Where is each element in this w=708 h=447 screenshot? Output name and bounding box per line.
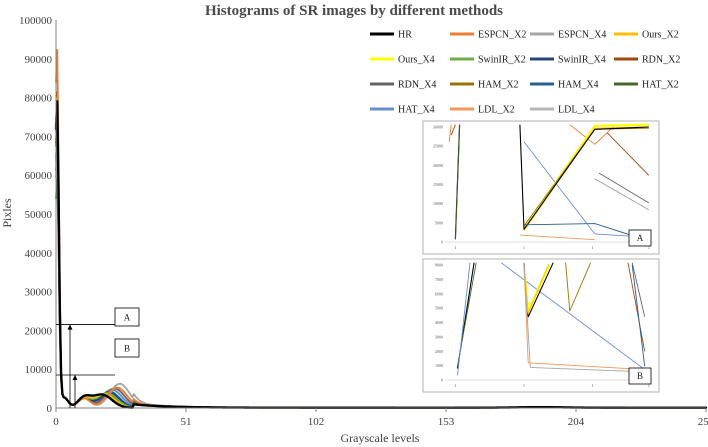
inset-y-tick-label: 2000 — [435, 349, 443, 354]
inset-x-tick-label: 1 — [648, 245, 650, 250]
inset-series-line — [519, 124, 649, 230]
annotation-arrowhead — [72, 375, 78, 381]
y-tick-label: 20000 — [25, 325, 53, 337]
legend-label: Ours_X4 — [398, 55, 435, 66]
inset-x-tick-label: 1 — [592, 245, 594, 250]
inset-label: A — [637, 233, 644, 243]
legend-label: LDL_X4 — [558, 105, 595, 116]
inset-series-line — [457, 262, 471, 376]
legend-label: RDN_X4 — [398, 80, 436, 91]
y-tick-label: 90000 — [25, 54, 53, 66]
y-tick-label: 50000 — [25, 209, 53, 221]
inset-label: B — [637, 371, 643, 381]
legend: HR ESPCN_X2 ESPCN_X4 Ours_X2 Ours_X4 SwinIR_X… — [370, 30, 680, 116]
inset-x-tick-label: 1 — [523, 245, 525, 250]
inset-series-line — [631, 262, 646, 317]
y-tick-label: 0 — [47, 403, 53, 415]
inset-y-tick-label: 8000 — [435, 263, 443, 268]
inset-x-tick-label: 1 — [592, 383, 594, 388]
y-tick-label: 70000 — [25, 131, 53, 143]
inset-label-box — [628, 229, 652, 247]
inset-y-tick-label: 5000 — [435, 220, 443, 225]
x-axis: 0 51 102 153 204 255 — [53, 407, 708, 428]
annotation-label: A — [124, 313, 131, 323]
inset-series-line — [523, 262, 645, 371]
inset-series-line — [569, 124, 616, 145]
legend-label: HR — [398, 30, 412, 41]
y-tick-label: 60000 — [25, 170, 53, 182]
inset-series-line — [598, 172, 650, 204]
y-tick-label: 100000 — [19, 15, 53, 27]
x-tick-label: 102 — [308, 416, 325, 428]
inset-frame — [422, 258, 660, 393]
inset-label-box — [628, 367, 652, 385]
inset-series-line — [565, 262, 592, 312]
legend-label: HAM_X4 — [558, 80, 599, 91]
legend-label: RDN_X2 — [642, 55, 680, 66]
legend-label: SwinIR_X2 — [478, 55, 526, 66]
inset-y-tick-label: 0 — [441, 378, 443, 383]
x-tick-label: 153 — [438, 416, 455, 428]
chart-title: Histograms of SR images by different met… — [205, 3, 503, 19]
inset-y-tick-label: 5000 — [435, 306, 443, 311]
inset-y-tick-label: 30000 — [433, 125, 443, 130]
x-tick-label: 51 — [181, 416, 192, 428]
inset-series-line — [523, 262, 645, 373]
inset-series-line — [448, 124, 452, 142]
legend-label: LDL_X2 — [478, 105, 515, 116]
inset-series-line — [606, 132, 650, 176]
annotation-arrowhead — [67, 324, 73, 330]
legend-label: HAT_X4 — [398, 105, 435, 116]
legend-label: SwinIR_X4 — [558, 55, 606, 66]
y-tick-label: 10000 — [25, 364, 53, 376]
y-tick-label: 80000 — [25, 93, 53, 105]
x-tick-label: 204 — [568, 416, 585, 428]
inset-y-tick-label: 6000 — [435, 291, 443, 296]
inset-y-tick-label: 20000 — [433, 163, 443, 168]
legend-label: HAT_X2 — [642, 80, 679, 91]
legend-label: ESPCN_X2 — [478, 30, 526, 41]
x-axis-label: Grayscale levels — [341, 431, 420, 445]
inset-series-line — [450, 124, 456, 136]
y-axis-label: Pixles — [0, 198, 14, 228]
y-tick-label: 30000 — [25, 287, 53, 299]
inset-series-line — [594, 178, 650, 211]
inset-series-line — [519, 234, 595, 241]
inset-y-tick-label: 25000 — [433, 144, 443, 149]
legend-label: Ours_X2 — [642, 30, 679, 41]
y-tick-label: 40000 — [25, 248, 53, 260]
legend-label: ESPCN_X4 — [558, 30, 606, 41]
inset-y-tick-label: 1000 — [435, 363, 443, 368]
inset-y-tick-label: 4000 — [435, 320, 443, 325]
inset-x-tick-label: 1 — [523, 383, 525, 388]
y-axis: 0 10000 20000 30000 40000 50000 60000 70000 8000… — [19, 15, 57, 415]
x-tick-label: 255 — [698, 416, 708, 428]
inset-y-tick-label: 3000 — [435, 334, 443, 339]
legend-label: HAM_X2 — [478, 80, 519, 91]
inset-y-tick-label: 15000 — [433, 182, 443, 187]
inset-series-line — [627, 262, 646, 352]
annotation-boxes: AB — [56, 307, 140, 408]
inset-x-tick-label: 1 — [454, 245, 456, 250]
inset-x-tick-label: 1 — [454, 383, 456, 388]
x-tick-label: 0 — [53, 416, 59, 428]
inset-series-line — [631, 264, 646, 367]
inset-x-tick-label: 1 — [648, 383, 650, 388]
annotation-box — [114, 338, 140, 358]
inset-y-tick-label: 0 — [441, 240, 443, 245]
annotation-box — [114, 307, 140, 327]
inset-y-tick-label: 7000 — [435, 277, 443, 282]
annotation-label: B — [124, 344, 130, 354]
inset-series-line — [454, 124, 461, 240]
inset-y-tick-label: 10000 — [433, 201, 443, 206]
